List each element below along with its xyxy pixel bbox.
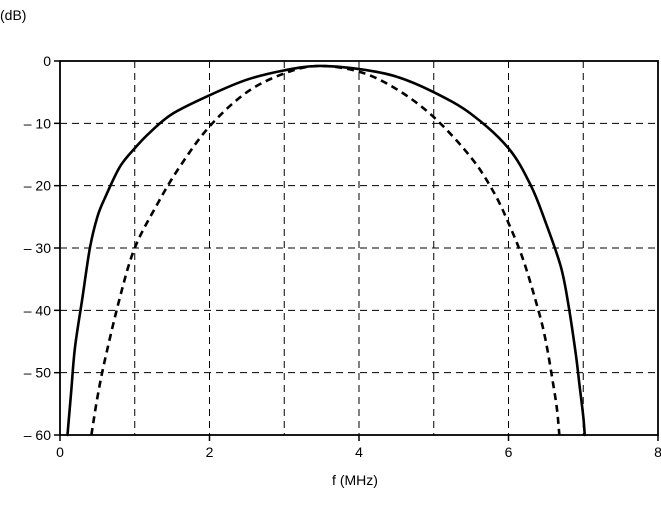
y-tick-label: – 60 <box>24 427 51 443</box>
dashed-series-line <box>90 64 561 436</box>
y-tick-label: – 20 <box>24 178 51 194</box>
series-layer <box>66 64 587 437</box>
y-tick-label: – 50 <box>24 365 51 381</box>
y-tick-label: – 40 <box>24 302 51 318</box>
x-tick-label: 4 <box>355 444 363 460</box>
y-tick-label: – 30 <box>24 240 51 256</box>
x-tick-label: 6 <box>505 444 513 460</box>
x-tick-label: 8 <box>654 444 661 460</box>
x-axis-label: f (MHz) <box>332 472 378 488</box>
y-ticks: 0 – 10 – 20 – 30 – 40 – 50 – 60 <box>24 53 60 443</box>
y-tick-label: 0 <box>43 53 51 69</box>
x-ticks: 0 2 4 6 8 <box>56 435 661 460</box>
solid-series-line <box>66 64 587 437</box>
x-tick-label: 0 <box>56 444 64 460</box>
minor-grid <box>134 61 584 435</box>
y-unit-label: (dB) <box>0 7 26 23</box>
x-tick-label: 2 <box>206 444 214 460</box>
y-tick-label: – 10 <box>24 115 51 131</box>
